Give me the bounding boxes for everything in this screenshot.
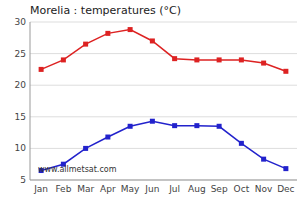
x-tick-label: May: [121, 184, 140, 194]
x-tick-label: Jun: [144, 184, 159, 194]
marker: [83, 146, 88, 151]
title: Morelia : temperatures (°C): [30, 4, 181, 17]
marker: [172, 123, 177, 128]
x-tick-label: Jan: [33, 184, 48, 194]
series-line: [41, 30, 286, 72]
x-axis: [30, 180, 297, 181]
y-tick-label: 25: [15, 49, 26, 59]
marker: [217, 57, 222, 62]
x-tick-label: Oct: [234, 184, 250, 194]
y-axis: [30, 22, 31, 180]
y-tick-label: 10: [15, 143, 27, 153]
marker: [261, 61, 266, 66]
marker: [128, 124, 133, 129]
plot-area: [39, 27, 289, 173]
marker: [61, 57, 66, 62]
grid-line: [30, 148, 297, 149]
marker: [261, 157, 266, 162]
grid-line: [30, 53, 297, 54]
y-tick-label: 30: [15, 17, 27, 27]
x-tick-label: Mar: [77, 184, 94, 194]
marker: [150, 119, 155, 124]
marker: [283, 166, 288, 171]
marker: [194, 123, 199, 128]
grid-line: [30, 116, 297, 117]
marker: [217, 124, 222, 129]
x-tick-label: Aug: [188, 184, 206, 194]
x-tick-label: Feb: [55, 184, 71, 194]
annotation: www.allmetsat.com: [38, 165, 117, 174]
marker: [239, 57, 244, 62]
marker: [128, 27, 133, 32]
y-tick-label: 15: [15, 112, 26, 122]
marker: [283, 69, 288, 74]
y-tick-label: 20: [15, 80, 27, 90]
marker: [105, 135, 110, 140]
x-tick-label: Apr: [100, 184, 116, 194]
chart: Morelia : temperatures (°C) 5 10 15 20 25 30 Ja…: [0, 0, 305, 200]
x-tick-label: Sep: [211, 184, 228, 194]
x-tick-label: Jul: [168, 184, 180, 194]
marker: [150, 38, 155, 43]
grid-line: [30, 22, 297, 23]
series-line: [41, 121, 286, 170]
marker: [83, 42, 88, 47]
x-tick-label: Dec: [277, 184, 294, 194]
x-tick-label: Nov: [255, 184, 273, 194]
grid-line: [30, 85, 297, 86]
marker: [39, 67, 44, 72]
marker: [194, 57, 199, 62]
grid-line: [30, 180, 297, 181]
marker: [239, 141, 244, 146]
marker: [105, 31, 110, 36]
y-tick-label: 5: [20, 175, 26, 185]
marker: [172, 56, 177, 61]
